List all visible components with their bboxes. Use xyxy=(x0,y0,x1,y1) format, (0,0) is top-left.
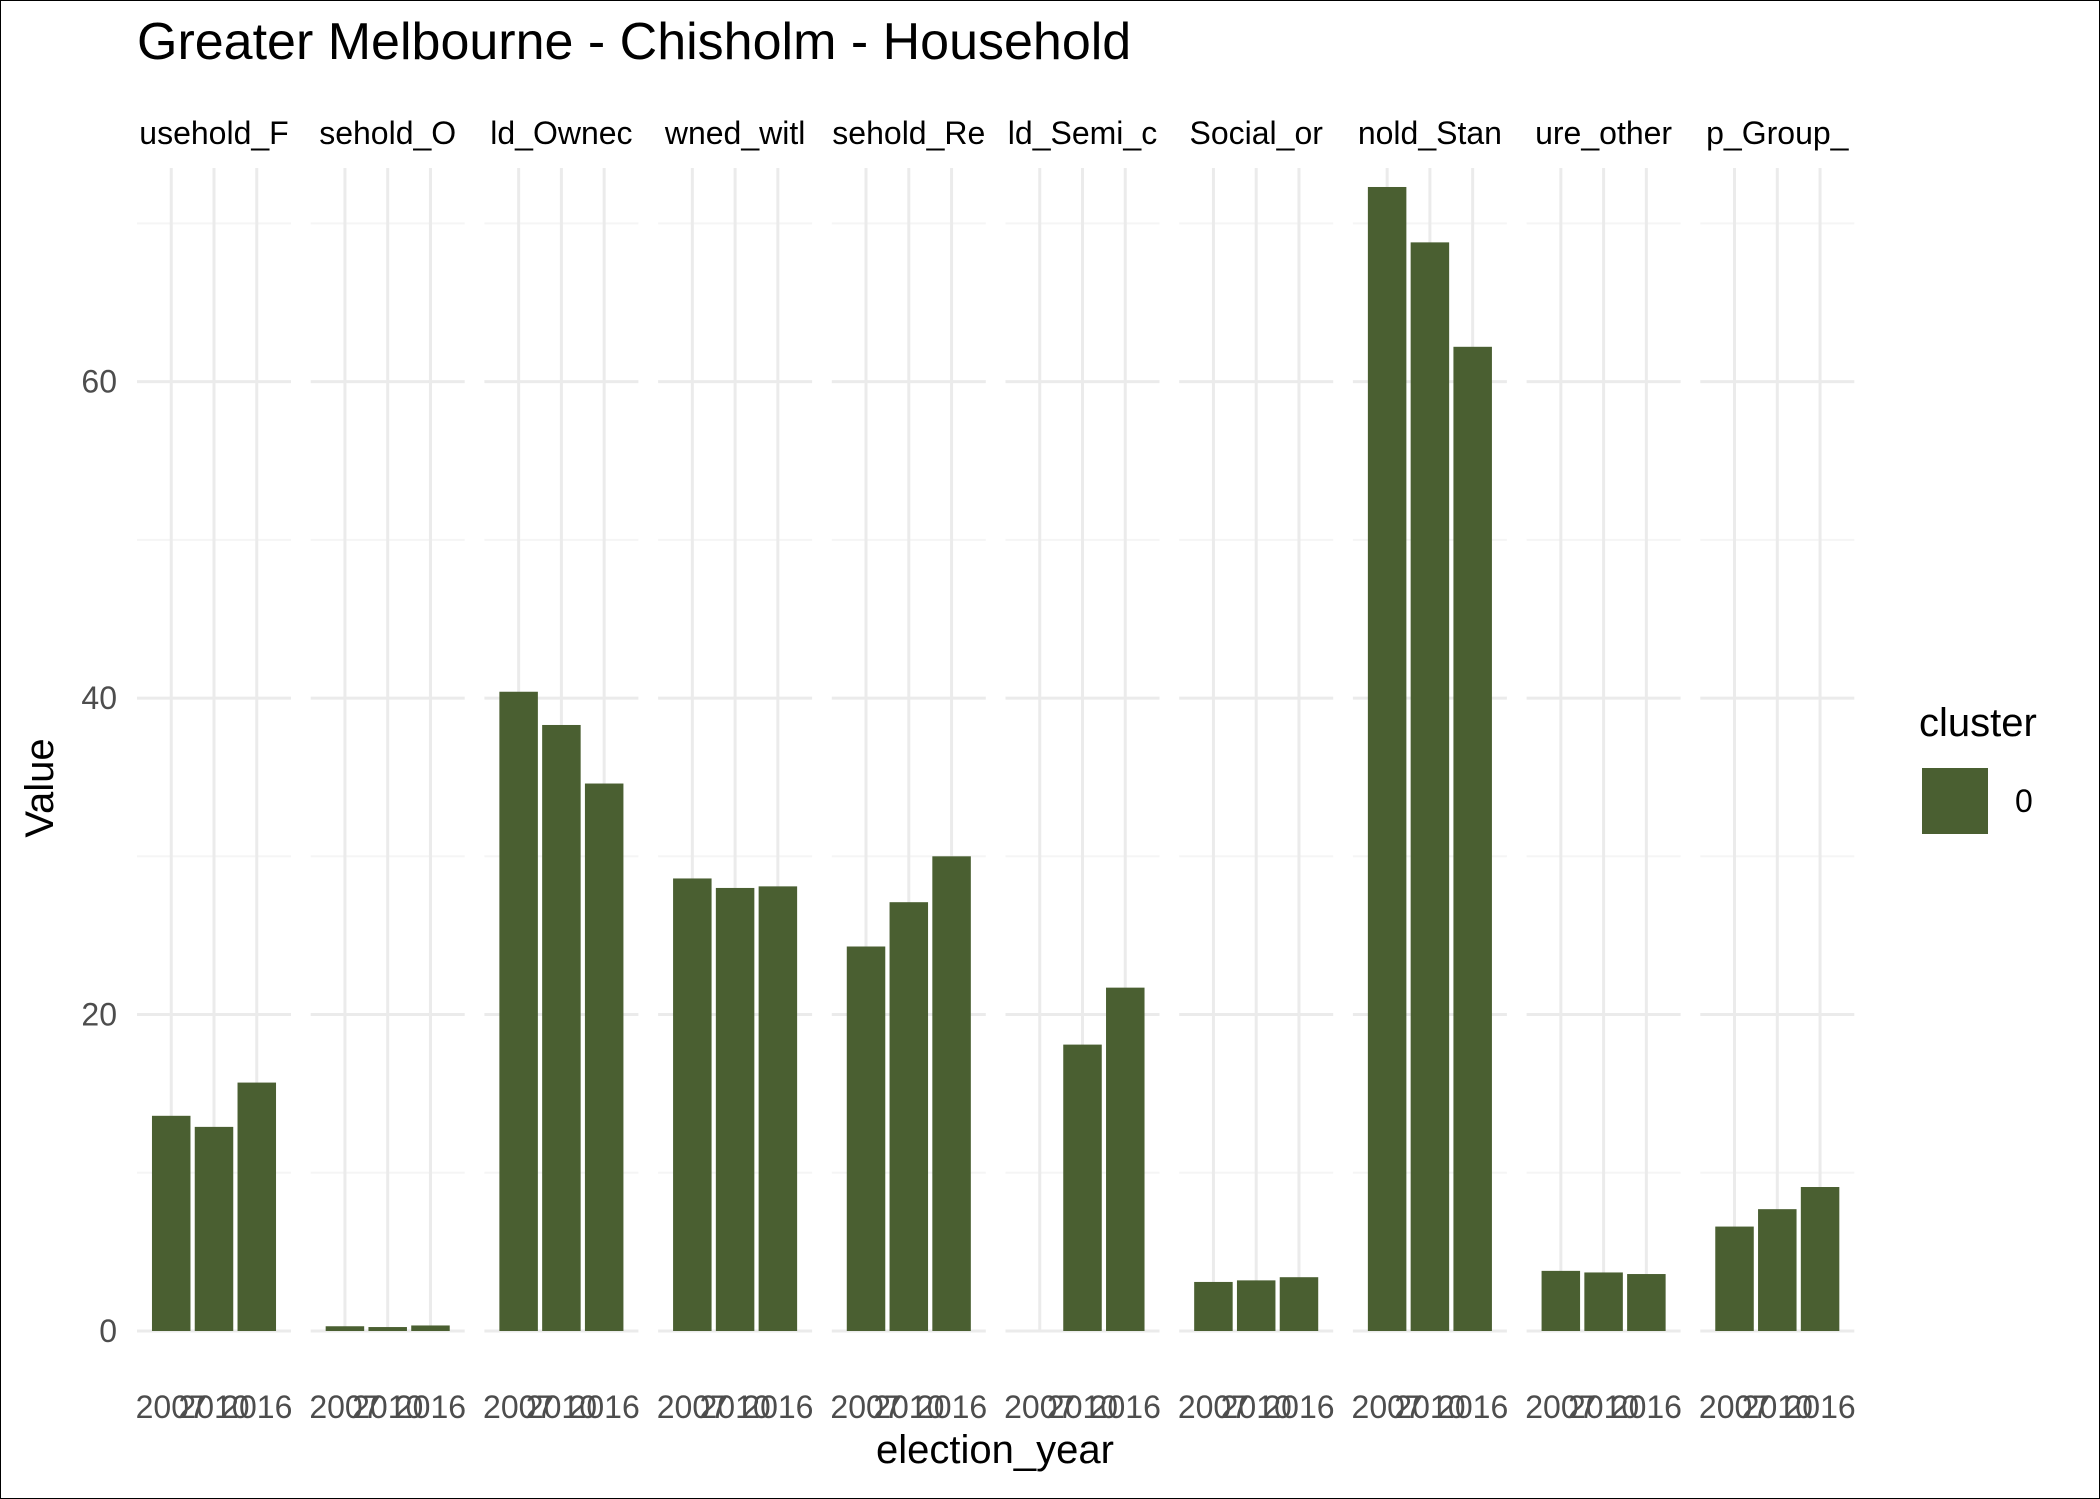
bar xyxy=(368,1327,407,1331)
y-axis-ticks: 0 20 40 60 xyxy=(81,364,117,1349)
facet-strip-label: usehold_F xyxy=(139,115,288,151)
x-tick-label: 2007 xyxy=(483,1389,554,1425)
x-tick-label: 2007 xyxy=(830,1389,901,1425)
facet-strip-label: ure_other xyxy=(1535,115,1672,151)
bar xyxy=(542,724,581,1331)
bar xyxy=(1279,1277,1319,1331)
y-tick-label: 60 xyxy=(81,364,117,400)
legend-key-swatch xyxy=(1922,768,1988,834)
bar xyxy=(673,878,712,1331)
facet-strip-label: nold_Stan xyxy=(1358,115,1502,151)
x-tick-label: 2007 xyxy=(1699,1389,1770,1425)
x-tick-label: 2007 xyxy=(1352,1389,1423,1425)
bar xyxy=(1106,987,1145,1331)
legend-entry-label: 0 xyxy=(2015,783,2033,819)
x-tick-label: 2010 xyxy=(873,1389,944,1425)
bar xyxy=(1715,1226,1754,1331)
facet-strip-label: Social_or xyxy=(1189,115,1323,151)
bar xyxy=(325,1326,365,1331)
y-tick-label: 0 xyxy=(99,1313,117,1349)
y-axis-label: Value xyxy=(18,738,62,837)
x-tick-label: 2007 xyxy=(136,1389,207,1425)
chart-title: Greater Melbourne - Chisholm - Household xyxy=(137,13,1131,71)
x-tick-label: 2007 xyxy=(1525,1389,1596,1425)
x-axis-label: election_year xyxy=(876,1428,1114,1472)
x-tick-label: 2016 xyxy=(1784,1389,1855,1425)
x-tick-label: 2016 xyxy=(1090,1389,1161,1425)
x-tick-label: 2007 xyxy=(309,1389,380,1425)
bar xyxy=(1063,1044,1102,1331)
x-tick-label: 2010 xyxy=(352,1389,423,1425)
bar xyxy=(1758,1209,1797,1331)
x-tick-label: 2007 xyxy=(1004,1389,1075,1425)
legend: cluster 0 xyxy=(1919,701,2037,834)
bar xyxy=(411,1325,450,1331)
x-tick-label: 2010 xyxy=(1742,1389,1813,1425)
facet-strip-label: ld_Ownec xyxy=(490,115,632,151)
x-tick-label: 2016 xyxy=(221,1389,292,1425)
y-tick-label: 40 xyxy=(81,680,117,716)
x-tick-label: 2016 xyxy=(569,1389,640,1425)
x-tick-label: 2016 xyxy=(1263,1389,1334,1425)
facet-strip-labels: usehold_F sehold_O ld_Ownec wned_witl sehold… xyxy=(139,115,1849,151)
x-tick-label: 2010 xyxy=(700,1389,771,1425)
bar xyxy=(1410,242,1450,1332)
facet-strip-label: wned_witl xyxy=(664,115,806,151)
bar xyxy=(151,1115,191,1331)
bar xyxy=(237,1082,277,1331)
bar xyxy=(758,886,798,1331)
facet-strip-label: sehold_Re xyxy=(832,115,985,151)
bar-layer xyxy=(151,186,1840,1332)
x-tick-label: 2010 xyxy=(1568,1389,1639,1425)
x-tick-label: 2010 xyxy=(178,1389,249,1425)
bar xyxy=(499,691,538,1331)
bar xyxy=(1453,346,1492,1331)
bar xyxy=(194,1126,234,1331)
x-tick-label: 2010 xyxy=(1047,1389,1118,1425)
x-tick-label: 2016 xyxy=(1611,1389,1682,1425)
bar xyxy=(1584,1272,1623,1331)
x-tick-label: 2007 xyxy=(1178,1389,1249,1425)
y-tick-label: 20 xyxy=(81,997,117,1033)
facet-strip-label: p_Group_ xyxy=(1706,115,1850,151)
bar xyxy=(715,887,755,1331)
bar xyxy=(1236,1280,1276,1331)
x-tick-label: 2016 xyxy=(395,1389,466,1425)
bar xyxy=(1541,1270,1581,1331)
x-tick-label: 2016 xyxy=(916,1389,987,1425)
x-tick-label: 2010 xyxy=(1394,1389,1465,1425)
x-tick-label: 2016 xyxy=(1437,1389,1508,1425)
bar xyxy=(584,783,624,1331)
bar xyxy=(1800,1187,1840,1331)
x-tick-label: 2016 xyxy=(742,1389,813,1425)
x-tick-label: 2007 xyxy=(657,1389,728,1425)
facet-strip-label: ld_Semi_c xyxy=(1008,115,1157,151)
bar xyxy=(932,856,971,1331)
x-tick-label: 2010 xyxy=(526,1389,597,1425)
bar xyxy=(1194,1281,1233,1331)
legend-title: cluster xyxy=(1919,701,2037,745)
bar xyxy=(1627,1274,1666,1331)
bar xyxy=(1367,186,1407,1331)
grid-layer xyxy=(137,168,1855,1333)
facet-strip-label: sehold_O xyxy=(319,115,456,151)
bar xyxy=(889,902,929,1331)
x-tick-label: 2010 xyxy=(1221,1389,1292,1425)
bar xyxy=(846,946,886,1331)
